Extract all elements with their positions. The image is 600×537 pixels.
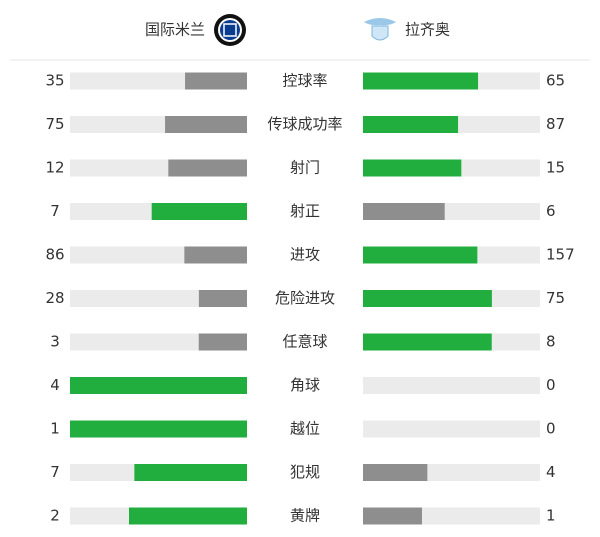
home-value: 86 [45, 246, 64, 264]
bar-track [363, 420, 540, 438]
home-value: 28 [45, 289, 64, 307]
away-team-name: 拉齐奥 [405, 21, 450, 39]
home-bar [198, 333, 247, 351]
home-value: 4 [50, 376, 60, 394]
home-bar [129, 507, 247, 525]
away-bar [363, 72, 479, 90]
away-value: 15 [546, 159, 565, 177]
away-value: 0 [546, 376, 556, 394]
home-bar [185, 72, 247, 90]
away-logo [364, 18, 396, 41]
bar-track [363, 377, 540, 394]
away-bar [363, 246, 478, 264]
home-value: 12 [45, 159, 64, 177]
stat-label: 传球成功率 [267, 115, 342, 133]
away-value: 157 [546, 246, 575, 264]
home-team-name: 国际米兰 [145, 21, 205, 39]
away-value: 8 [546, 333, 556, 351]
home-bar [134, 464, 247, 481]
home-bar [184, 246, 247, 264]
home-value: 3 [50, 333, 60, 351]
away-bar [363, 290, 492, 307]
away-value: 6 [546, 202, 556, 220]
stat-label: 黄牌 [290, 507, 320, 525]
home-bar [70, 377, 247, 394]
stat-label: 越位 [290, 420, 320, 438]
home-bar [151, 203, 247, 220]
home-bar [198, 290, 247, 307]
away-bar [363, 159, 462, 177]
stat-label: 射正 [290, 202, 320, 220]
home-bar [168, 159, 247, 177]
away-value: 75 [546, 289, 565, 307]
home-value: 35 [45, 72, 64, 90]
away-value: 1 [546, 507, 556, 525]
stat-label: 危险进攻 [275, 289, 335, 307]
home-logo [214, 14, 246, 46]
away-bar [363, 464, 428, 481]
home-value: 2 [50, 507, 60, 525]
away-value: 0 [546, 420, 556, 438]
home-value: 75 [45, 115, 64, 133]
stat-label: 控球率 [282, 72, 327, 90]
stat-label: 射门 [290, 159, 320, 177]
away-bar [363, 203, 445, 220]
stat-label: 角球 [290, 376, 320, 394]
home-value: 7 [50, 202, 60, 220]
away-value: 87 [546, 115, 565, 133]
home-bar [165, 116, 247, 133]
away-bar [363, 333, 492, 351]
home-value: 7 [50, 463, 60, 481]
away-bar [363, 116, 459, 133]
away-value: 65 [546, 72, 565, 90]
stat-label: 任意球 [282, 333, 327, 351]
stat-label: 进攻 [290, 246, 320, 264]
home-value: 1 [50, 420, 60, 438]
away-bar [363, 507, 422, 525]
away-value: 4 [546, 463, 556, 481]
stat-label: 犯规 [290, 463, 320, 481]
home-bar [70, 420, 247, 438]
